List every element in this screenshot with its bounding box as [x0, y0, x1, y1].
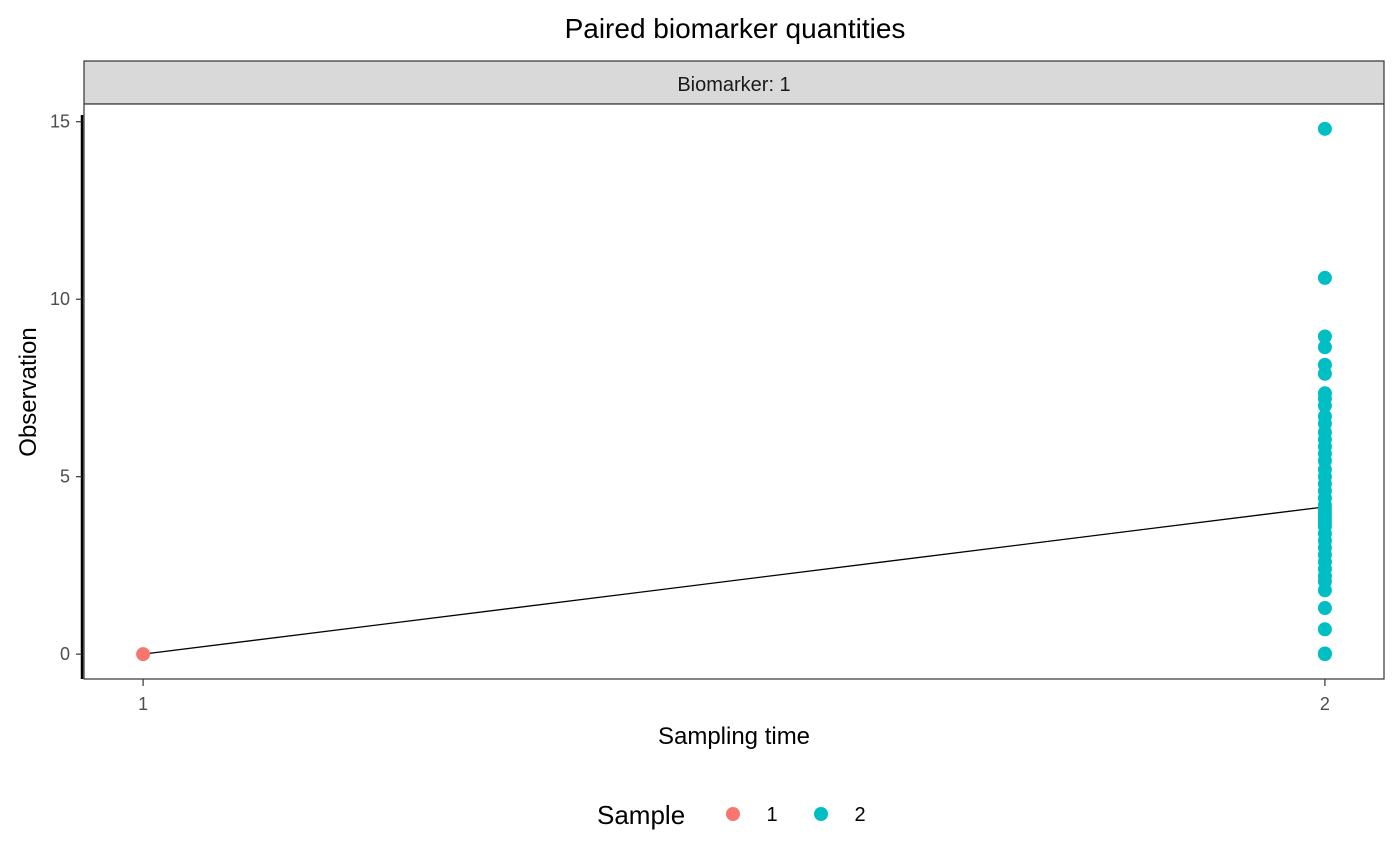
legend-label: 1 — [766, 804, 777, 826]
legend-label: 2 — [854, 804, 865, 826]
y-tick-label: 0 — [60, 644, 70, 664]
facet-strip — [83, 60, 1385, 105]
x-tick-label: 1 — [138, 694, 148, 714]
data-point-sample-2 — [1317, 622, 1332, 637]
data-point-sample-2 — [1317, 515, 1332, 530]
data-point-sample-1 — [136, 647, 151, 662]
data-point-sample-2 — [1317, 121, 1332, 136]
data-point-sample-2 — [1317, 583, 1332, 598]
plot-panel — [83, 103, 1385, 680]
data-point-sample-2 — [1317, 329, 1332, 344]
data-point-sample-2 — [1317, 647, 1332, 662]
y-tick-label: 5 — [60, 467, 70, 487]
data-point-sample-2 — [1317, 340, 1332, 355]
y-axis-ticks: 0 5 10 15 — [50, 112, 82, 664]
data-point-sample-2 — [1317, 366, 1332, 381]
x-axis-title: Sampling time — [658, 723, 810, 750]
y-axis-title: Observation — [15, 327, 42, 456]
legend-key-1 — [726, 807, 740, 821]
x-tick-label: 2 — [1320, 694, 1330, 714]
legend: Sample 1 2 — [597, 800, 866, 830]
data-point-sample-2 — [1317, 270, 1332, 285]
data-point-sample-2 — [1317, 398, 1332, 413]
trend-line — [143, 506, 1325, 655]
chart-marks — [136, 121, 1332, 662]
data-point-sample-2 — [1317, 601, 1332, 616]
y-tick-label: 10 — [50, 289, 70, 309]
legend-key-2 — [814, 807, 828, 821]
chart-title: Paired biomarker quantities — [565, 13, 906, 44]
facet-strip-label: Biomarker: 1 — [677, 74, 790, 96]
y-tick-label: 15 — [50, 112, 70, 132]
data-point-sample-2 — [1317, 501, 1332, 516]
legend-title: Sample — [597, 800, 685, 830]
